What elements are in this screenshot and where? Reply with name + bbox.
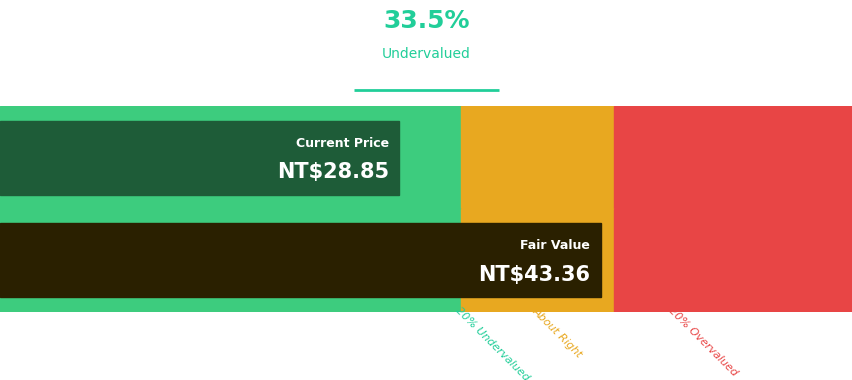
- Text: Current Price: Current Price: [296, 137, 389, 150]
- Text: Undervalued: Undervalued: [382, 47, 470, 61]
- Text: NT$28.85: NT$28.85: [277, 162, 389, 182]
- Text: About Right: About Right: [530, 306, 584, 359]
- Text: 33.5%: 33.5%: [383, 8, 469, 33]
- Bar: [0, 121, 399, 195]
- Text: Fair Value: Fair Value: [520, 239, 590, 252]
- Bar: [460, 209, 613, 312]
- Bar: [460, 106, 613, 209]
- Text: NT$43.36: NT$43.36: [478, 264, 590, 285]
- Text: 20% Undervalued: 20% Undervalued: [453, 306, 531, 380]
- Bar: [0, 209, 460, 312]
- Bar: [613, 209, 852, 312]
- Text: 20% Overvalued: 20% Overvalued: [666, 306, 739, 378]
- Bar: [0, 223, 600, 297]
- Bar: [0, 106, 460, 209]
- Bar: [613, 106, 852, 209]
